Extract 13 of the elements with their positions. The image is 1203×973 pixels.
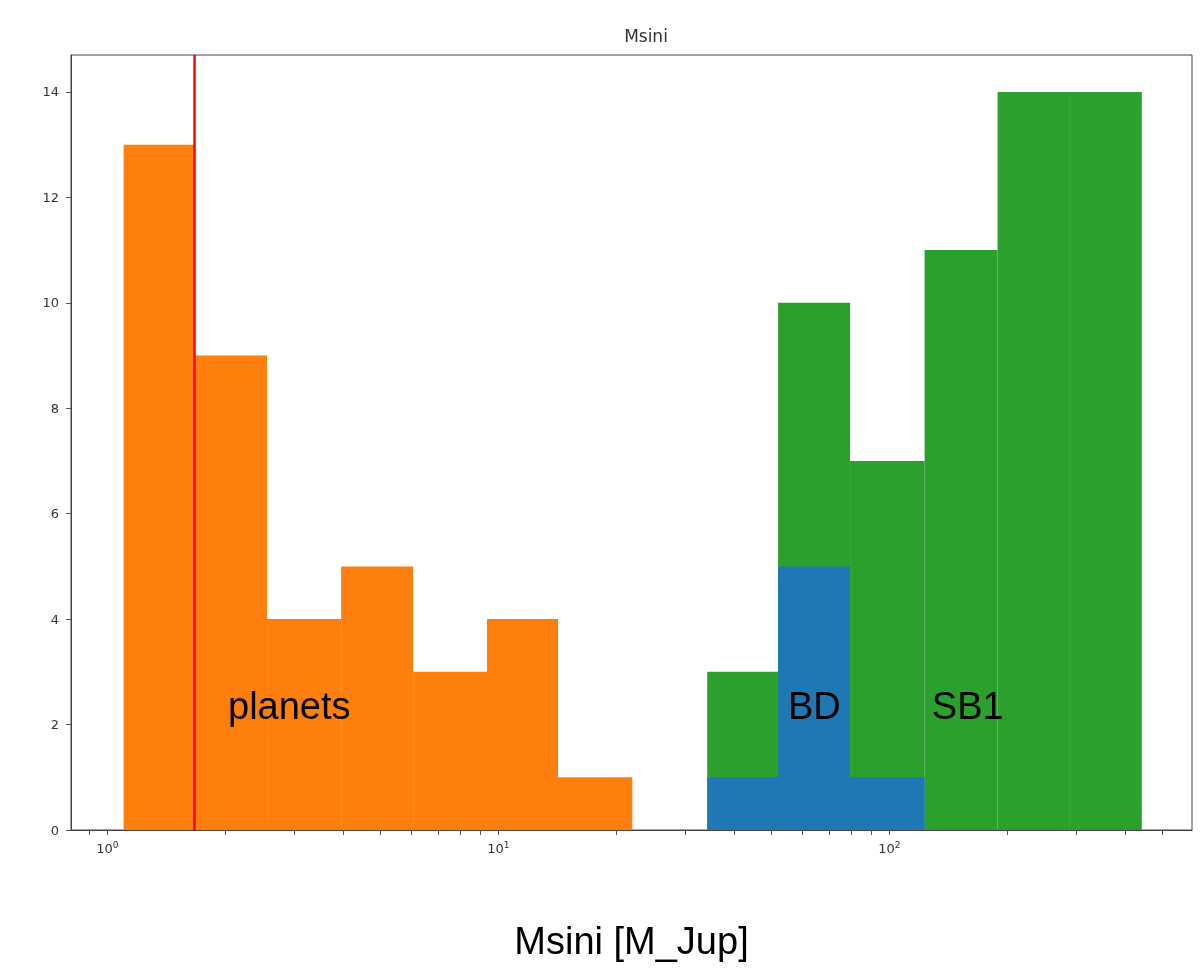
y-tick-label: 2 <box>50 717 59 733</box>
y-tick-label: 10 <box>42 295 59 311</box>
series-label: planets <box>228 685 351 727</box>
y-tick-label: 0 <box>50 822 59 838</box>
y-tick-label: 14 <box>42 84 59 100</box>
y-tick-label: 4 <box>50 611 59 627</box>
series-label: SB1 <box>931 685 1004 727</box>
x-axis-title: Msini [M_Jup] <box>514 920 749 962</box>
y-tick-label: 6 <box>50 506 59 522</box>
y-tick-label: 8 <box>50 400 59 416</box>
series-label: BD <box>787 685 841 727</box>
chart-title: Msini <box>624 25 668 46</box>
y-tick-label: 12 <box>42 189 59 205</box>
